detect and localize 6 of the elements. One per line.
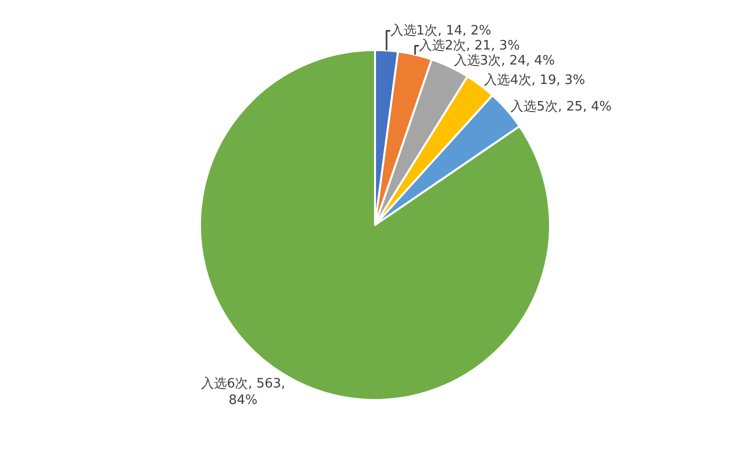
slice-label: 入选2次, 21, 3% — [418, 38, 520, 54]
slice-label: 入选4次, 19, 3% — [484, 73, 586, 88]
slice-label: 入选3次, 24, 4% — [454, 53, 555, 68]
slice-label: 入选1次, 14, 2% — [390, 23, 492, 38]
slice-label: 入选6次, 563, 84% — [200, 376, 286, 408]
slice-label: 入选5次, 25, 4% — [510, 99, 612, 114]
